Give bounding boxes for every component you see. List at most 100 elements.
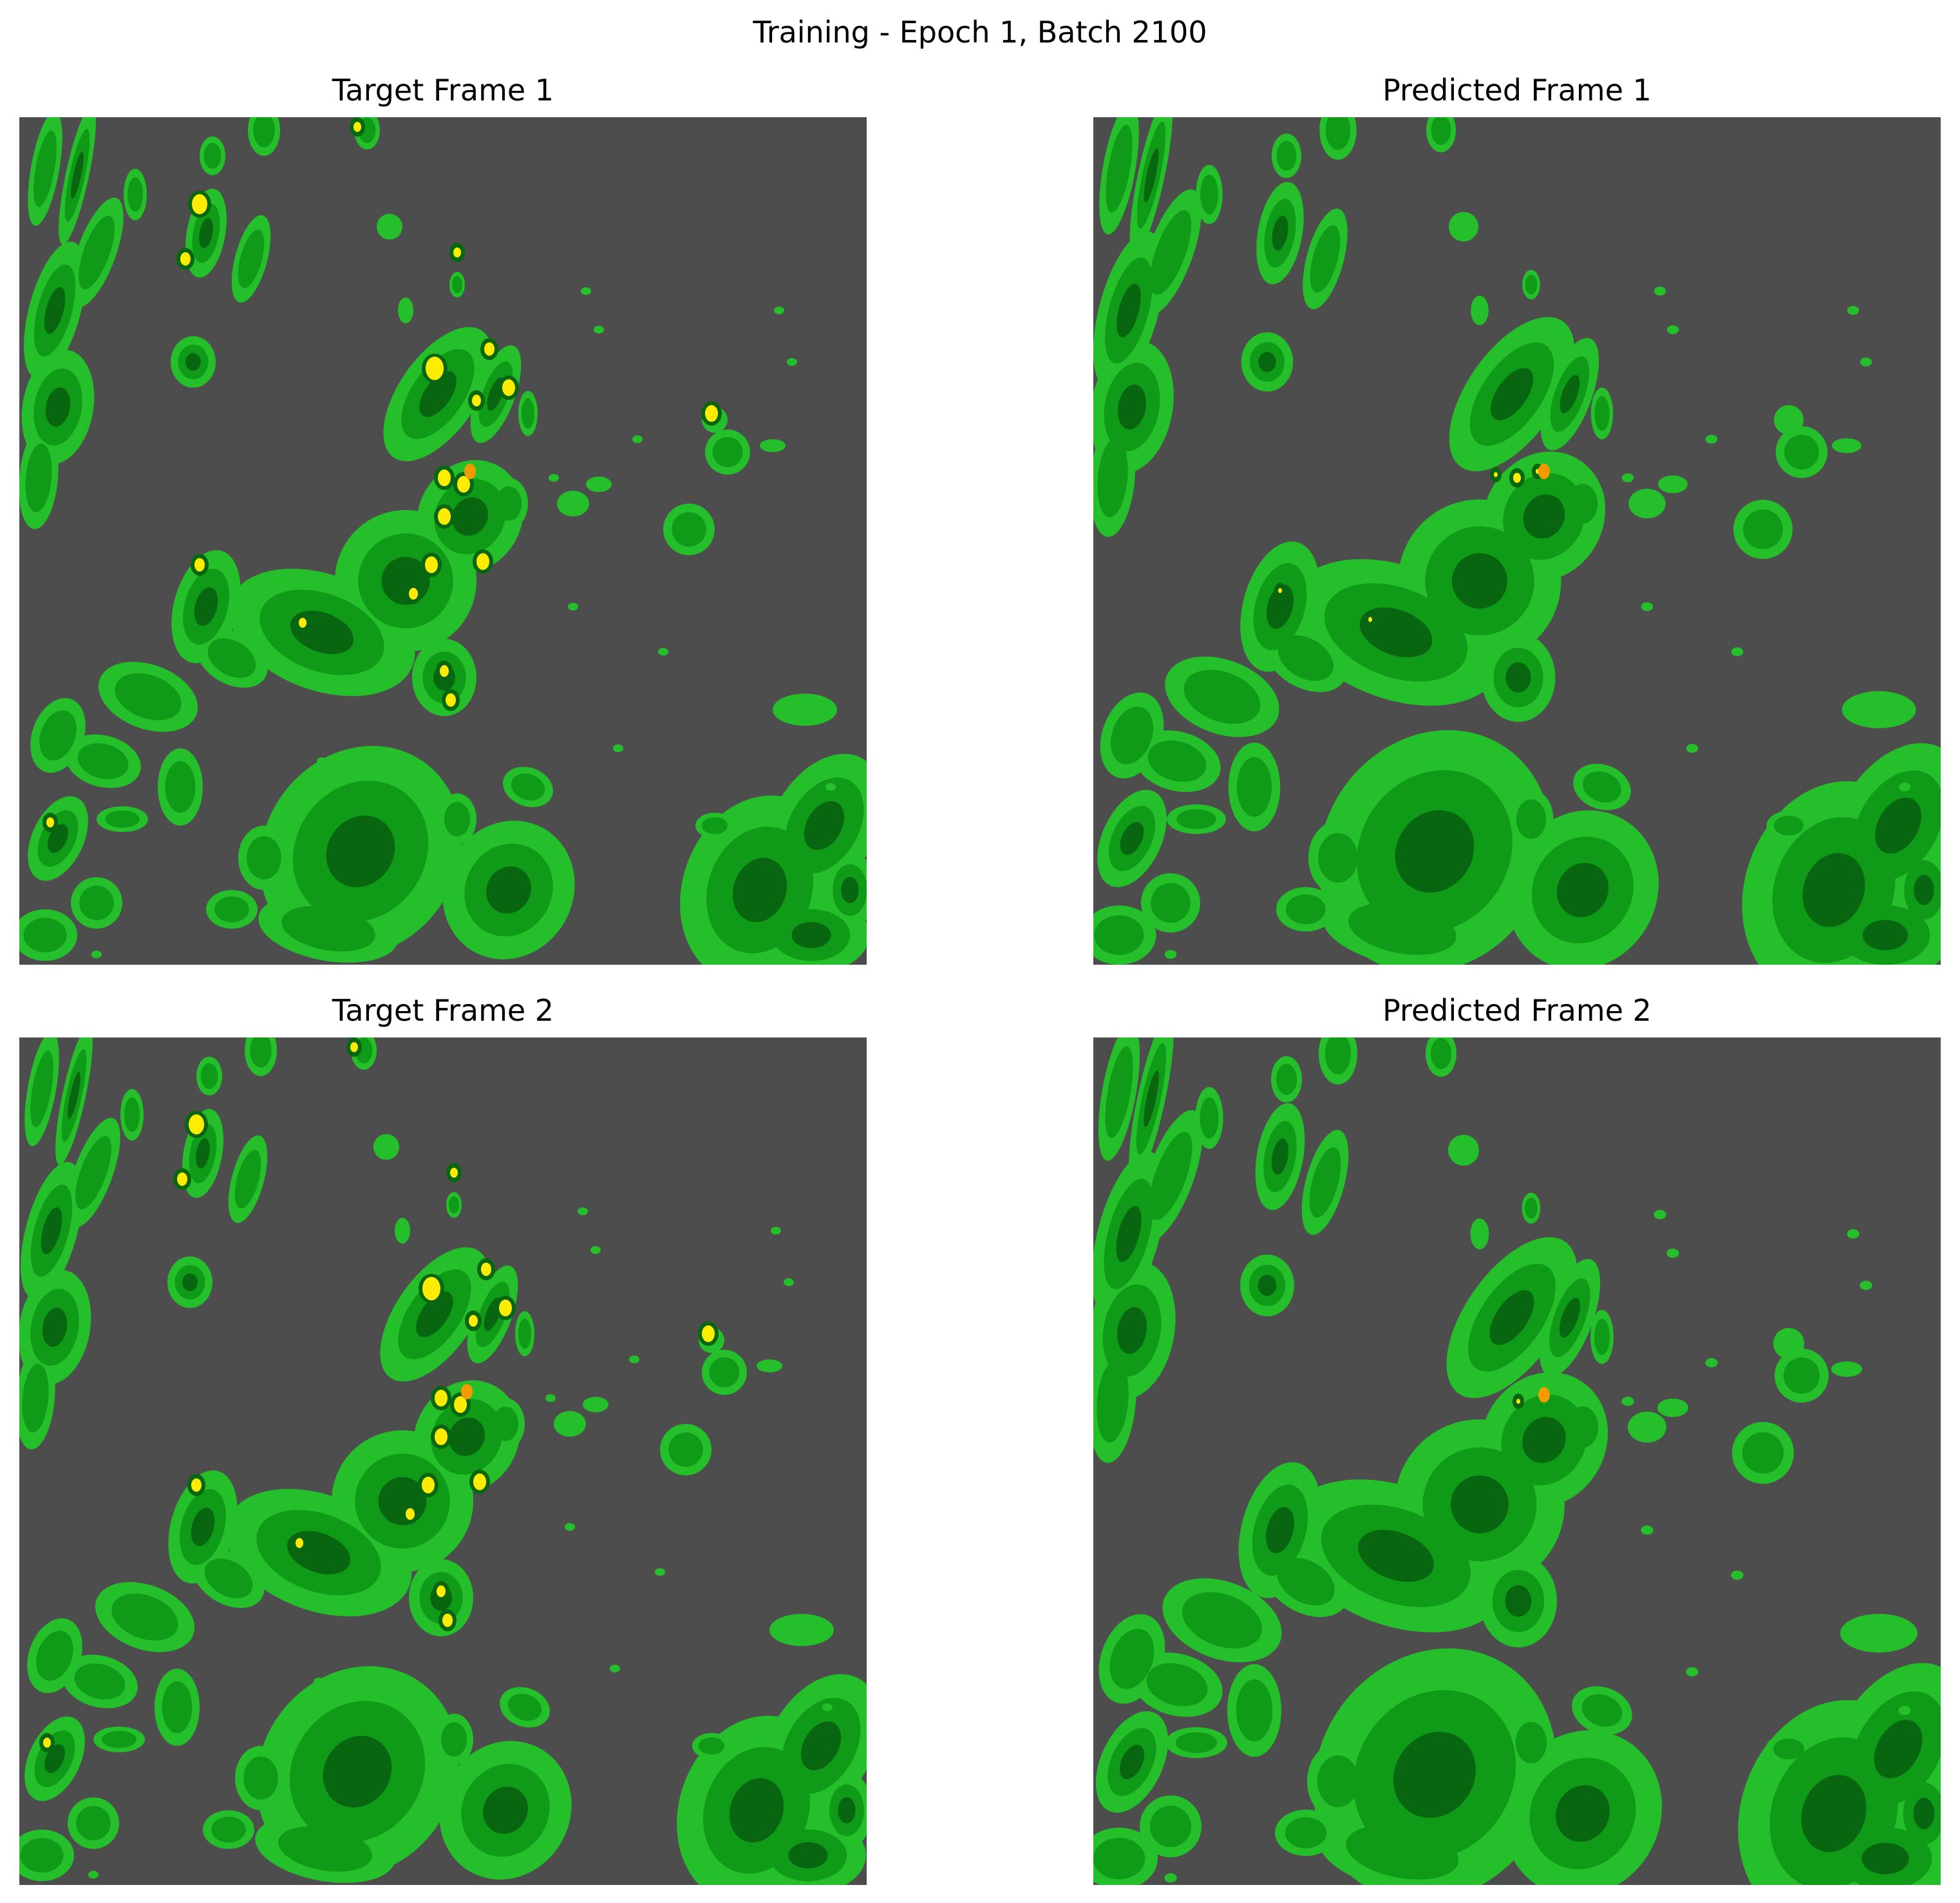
radar-echo-heavy — [41, 1207, 62, 1254]
radar-echo-moderate — [238, 229, 265, 289]
radar-echo-moderate — [511, 773, 545, 800]
radar-echo-light — [568, 603, 578, 611]
radar-echo-moderate — [1277, 1558, 1335, 1605]
radar-echo-moderate — [1594, 1318, 1610, 1356]
radar-echo-heavy — [42, 1307, 68, 1347]
radar-echo-heavy — [1875, 797, 1921, 854]
radar-echo-intense — [450, 1168, 458, 1178]
radar-echo-heavy — [196, 1138, 210, 1169]
radar-echo-moderate — [1276, 1063, 1297, 1095]
radar-echo-moderate — [1182, 1592, 1262, 1649]
radar-echo-light — [578, 1207, 588, 1215]
radar-echo-light — [773, 694, 837, 726]
radar-echo-heavy — [1117, 384, 1147, 430]
radar-echo-heavy — [1861, 1842, 1909, 1875]
radar-echo-intense — [350, 1042, 358, 1052]
radar-echo-heavy — [1395, 809, 1475, 893]
radar-echo-intense — [194, 558, 205, 572]
radar-echo-light — [1621, 473, 1634, 482]
radar-echo-heavy — [1267, 584, 1294, 629]
radar-echo-heavy — [1120, 822, 1144, 855]
radar-echo-moderate — [1310, 225, 1341, 293]
radar-echo-moderate — [1183, 670, 1261, 724]
radar-echo-light — [1471, 296, 1489, 325]
radar-echo-moderate — [1324, 1037, 1352, 1075]
radar-echo-light — [1390, 757, 1402, 766]
radar-echo-heavy — [182, 1273, 198, 1291]
radar-echo-moderate — [712, 437, 743, 468]
radar-echo-heavy — [1451, 1475, 1509, 1533]
target-frame-2-image — [19, 1037, 867, 1885]
radar-echo-intense — [425, 556, 438, 573]
radar-echo-moderate — [76, 1806, 111, 1841]
radar-echo-moderate — [1176, 809, 1216, 829]
radar-echo-heavy — [1556, 862, 1609, 918]
radar-echo-light — [1686, 1667, 1699, 1677]
radar-echo-moderate — [281, 905, 375, 952]
radar-echo-light — [774, 307, 784, 314]
radar-echo-heavy — [44, 287, 66, 334]
radar-echo-moderate — [1525, 1197, 1538, 1219]
radar-echo-moderate — [211, 1816, 246, 1843]
radar-echo-moderate — [1285, 1817, 1327, 1849]
radar-echo-light — [590, 1246, 601, 1254]
radar-echo-light — [1840, 1614, 1918, 1652]
radar-echo-intense — [442, 1613, 453, 1627]
radar-echo-moderate — [25, 443, 52, 513]
radar-echo-moderate — [39, 710, 77, 761]
radar-echo-light — [613, 744, 623, 752]
radar-echo-moderate — [1147, 740, 1207, 782]
radar-echo-moderate — [36, 1631, 73, 1681]
radar-echo-light — [1666, 1248, 1679, 1258]
panel-title-target-frame-1: Target Frame 1 — [332, 73, 554, 108]
radar-echo-light — [760, 439, 786, 452]
radar-echo-heavy — [1144, 1070, 1159, 1127]
radar-echo-light — [1470, 1218, 1489, 1249]
radar-echo-moderate — [33, 130, 57, 207]
radar-echo-light — [1860, 1280, 1872, 1291]
radar-echo-moderate — [1286, 894, 1326, 925]
radar-echo-intense — [409, 587, 418, 600]
radar-echo-light — [1705, 435, 1718, 444]
radar-echo-light — [610, 1665, 620, 1672]
radar-echo-moderate — [1581, 1694, 1623, 1727]
radar-echo-moderate — [1783, 1357, 1820, 1394]
radar-echo-moderate — [672, 512, 706, 547]
radar-echo-intense — [702, 1325, 715, 1342]
radar-echo-extreme — [1538, 464, 1550, 479]
radar-echo-moderate — [701, 817, 728, 835]
radar-echo-light — [1847, 1229, 1860, 1239]
radar-echo-light — [88, 1871, 99, 1879]
radar-echo-moderate — [698, 1737, 725, 1755]
radar-echo-heavy — [1116, 1206, 1142, 1262]
panel-title-predicted-frame-2: Predicted Frame 2 — [1382, 993, 1652, 1028]
radar-echo-moderate — [507, 1694, 542, 1721]
radar-echo-moderate — [709, 1357, 740, 1388]
radar-echo-light — [1847, 306, 1860, 315]
radar-echo-heavy — [800, 1721, 842, 1770]
radar-echo-moderate — [1515, 1721, 1547, 1764]
radar-echo-intense — [296, 1538, 303, 1548]
predicted-frame-1-radar-map — [1093, 117, 1941, 965]
radar-echo-intense — [1516, 1399, 1520, 1404]
radar-echo-intense — [438, 469, 451, 486]
radar-echo-moderate — [79, 885, 114, 920]
radar-echo-moderate — [74, 1663, 126, 1699]
radar-echo-moderate — [203, 142, 221, 169]
radar-echo-heavy — [791, 922, 831, 949]
radar-echo-light — [757, 1359, 782, 1372]
radar-echo-light — [1621, 1396, 1634, 1406]
radar-echo-light — [317, 757, 327, 765]
radar-echo-moderate — [1149, 210, 1192, 295]
radar-echo-light — [586, 477, 612, 492]
radar-echo-light — [1774, 405, 1804, 435]
radar-echo-light — [784, 1278, 794, 1286]
radar-echo-light — [1449, 212, 1478, 241]
radar-echo-light — [825, 783, 836, 791]
radar-echo-heavy — [1266, 1507, 1294, 1553]
radar-echo-light — [373, 1134, 399, 1160]
radar-echo-light — [1731, 647, 1744, 656]
radar-echo-heavy — [1559, 1298, 1581, 1338]
radar-echo-light — [771, 1227, 781, 1235]
radar-echo-intense — [1368, 617, 1372, 622]
